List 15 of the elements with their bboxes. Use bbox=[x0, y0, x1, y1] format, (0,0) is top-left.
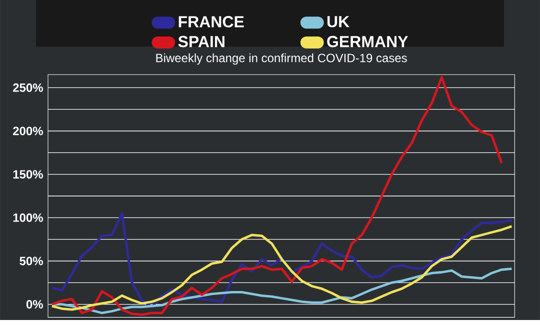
y-tick-label: 200% bbox=[13, 126, 43, 136]
y-tick-label: 250% bbox=[13, 83, 43, 92]
y-tick-label: 0% bbox=[26, 300, 43, 308]
line-series bbox=[50, 76, 503, 316]
legend-label: SPAIN bbox=[178, 36, 224, 47]
line-series bbox=[50, 224, 513, 310]
legend-label: UK bbox=[327, 16, 350, 28]
line-series bbox=[50, 212, 513, 308]
y-tick-label: 100% bbox=[13, 213, 43, 222]
line-series bbox=[50, 267, 513, 314]
y-tick-label: 50% bbox=[20, 256, 43, 266]
legend-label: GERMANY bbox=[327, 36, 408, 47]
y-tick-label: 150% bbox=[13, 170, 43, 178]
chart-title: Biweekly change in confirmed COVID-19 cases bbox=[156, 53, 407, 64]
legend-label: FRANCE bbox=[178, 16, 244, 28]
